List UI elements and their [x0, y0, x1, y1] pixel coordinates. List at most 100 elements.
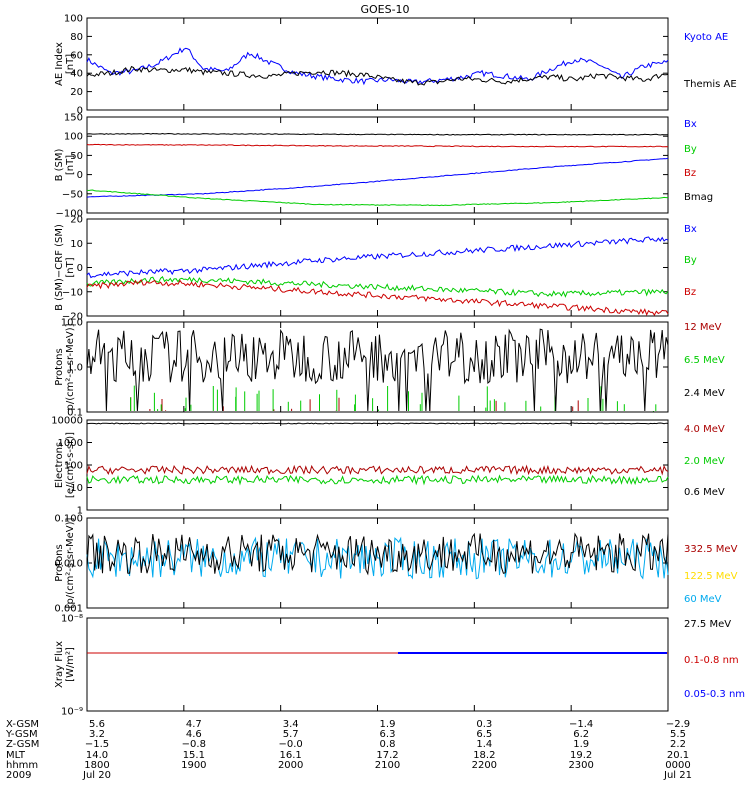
y-tick-label: −10	[62, 287, 83, 298]
legend-entry: 2.0 MeV	[684, 456, 725, 467]
y-tick-label: 150	[64, 113, 83, 124]
legend-entry: Bx	[684, 224, 697, 235]
series-line	[86, 422, 669, 425]
x-row-label: Y-GSM	[5, 729, 38, 740]
y-tick-label: 100	[64, 14, 83, 25]
panel-frame	[86, 419, 669, 511]
x-tick-value: −2.9	[666, 719, 690, 730]
x-tick-value: 1800	[84, 760, 109, 771]
y-tick-label: 0.1	[67, 408, 83, 419]
x-tick-value: 1.4	[476, 739, 492, 750]
y-axis-unit: p/(cm²-s-sr-MeV)]	[65, 323, 76, 410]
x-row-label: hhmm	[6, 760, 38, 771]
x-tick-value: −1.4	[569, 719, 593, 730]
x-tick-value: 14.0	[86, 750, 108, 761]
panel-protons2	[86, 517, 669, 609]
series-line	[86, 189, 668, 207]
x-tick-value: 3.4	[283, 719, 299, 730]
x-tick-value: 5.7	[283, 729, 299, 740]
panel-frame	[86, 17, 669, 111]
series-line	[86, 143, 669, 148]
series-line	[86, 132, 668, 136]
y-tick-label: 1000	[58, 438, 83, 449]
panel-bsm	[86, 116, 669, 214]
series-line	[86, 279, 669, 317]
x-tick-value: 0.3	[476, 719, 492, 730]
y-tick-label: −100	[56, 209, 83, 220]
panel-frame	[86, 617, 669, 712]
x-tick-value: −1.5	[85, 739, 109, 750]
y-tick-label: 0.100	[54, 514, 83, 525]
y-tick-label: 10	[70, 483, 83, 494]
y-axis-label: Xray Flux	[54, 641, 65, 688]
x-tick-value: 0.8	[380, 739, 396, 750]
series-spikes	[130, 385, 657, 412]
y-tick-label: 0	[77, 170, 83, 181]
legend-entry: 6.5 MeV	[684, 355, 725, 366]
y-tick-label: 100	[64, 461, 83, 472]
x-row-label: X-GSM	[6, 719, 39, 730]
x-row-label: 2009	[6, 770, 31, 781]
x-tick-value: 15.1	[183, 750, 205, 761]
panel-electrons	[86, 419, 669, 511]
legend-entry: 4.0 MeV	[684, 424, 725, 435]
y-tick-label: 10⁻⁹	[61, 707, 83, 718]
x-tick-value: 20.1	[667, 750, 689, 761]
legend-entry: 0.1-0.8 nm	[684, 655, 739, 666]
legend-entry: 12 MeV	[684, 322, 722, 333]
y-axis-label: Protons	[54, 544, 65, 581]
y-tick-label: 10	[70, 239, 83, 250]
y-tick-label: −50	[62, 189, 83, 200]
x-tick-value: 17.2	[376, 750, 398, 761]
x-tick-value: 2.2	[670, 739, 686, 750]
x-tick-value: 2000	[278, 760, 303, 771]
y-tick-label: 0	[77, 263, 83, 274]
panel-frame	[86, 218, 669, 317]
series-line	[86, 65, 669, 86]
x-tick-value: Jul 20	[82, 770, 111, 781]
y-tick-label: 20	[70, 87, 83, 98]
y-tick-label: 20	[70, 215, 83, 226]
x-tick-value: 2100	[375, 760, 400, 771]
series-line	[86, 47, 669, 86]
legend-entry: 0.6 MeV	[684, 487, 725, 498]
y-axis-label: B (SM)−CRF (SM)	[54, 224, 65, 311]
y-tick-label: 10.0	[61, 318, 83, 329]
y-tick-label: 40	[70, 69, 83, 80]
series-line	[86, 328, 669, 412]
y-tick-label: 1.0	[67, 363, 83, 374]
legend-entry: Bz	[684, 287, 696, 298]
y-tick-label: 10⁻⁸	[61, 614, 83, 625]
y-axis-label: AE Index	[54, 42, 65, 86]
x-tick-value: 18.2	[473, 750, 495, 761]
x-tick-value: 0000	[665, 760, 690, 771]
panel-protons1	[86, 321, 669, 413]
y-tick-label: 50	[70, 151, 83, 162]
x-tick-value: −0.8	[182, 739, 206, 750]
y-tick-label: 0.010	[54, 559, 83, 570]
x-tick-value: 6.3	[380, 729, 396, 740]
x-tick-value: 5.5	[670, 729, 686, 740]
x-tick-value: 5.6	[89, 719, 105, 730]
y-tick-label: −20	[62, 312, 83, 323]
y-axis-unit: [p/(cm²-s-sr-MeV)]	[65, 517, 76, 608]
x-tick-value: Jul 21	[663, 770, 692, 781]
legend-entry: 60 MeV	[684, 594, 722, 605]
x-tick-value: −0.0	[279, 739, 303, 750]
panel-ae	[86, 17, 669, 111]
legend-entry: Bz	[684, 168, 696, 179]
legend-entry: Kyoto AE	[684, 32, 728, 43]
legend-entry: By	[684, 144, 697, 155]
y-axis-unit: [W/m²]	[65, 647, 76, 682]
x-row-label: MLT	[6, 750, 26, 761]
series-line	[86, 276, 669, 298]
x-tick-value: 2200	[472, 760, 497, 771]
series-line	[86, 474, 669, 486]
panel-frame	[86, 321, 669, 413]
x-tick-value: 1.9	[573, 739, 589, 750]
x-tick-value: 1900	[181, 760, 206, 771]
y-tick-label: 0	[77, 106, 83, 117]
x-tick-value: 3.2	[89, 729, 105, 740]
